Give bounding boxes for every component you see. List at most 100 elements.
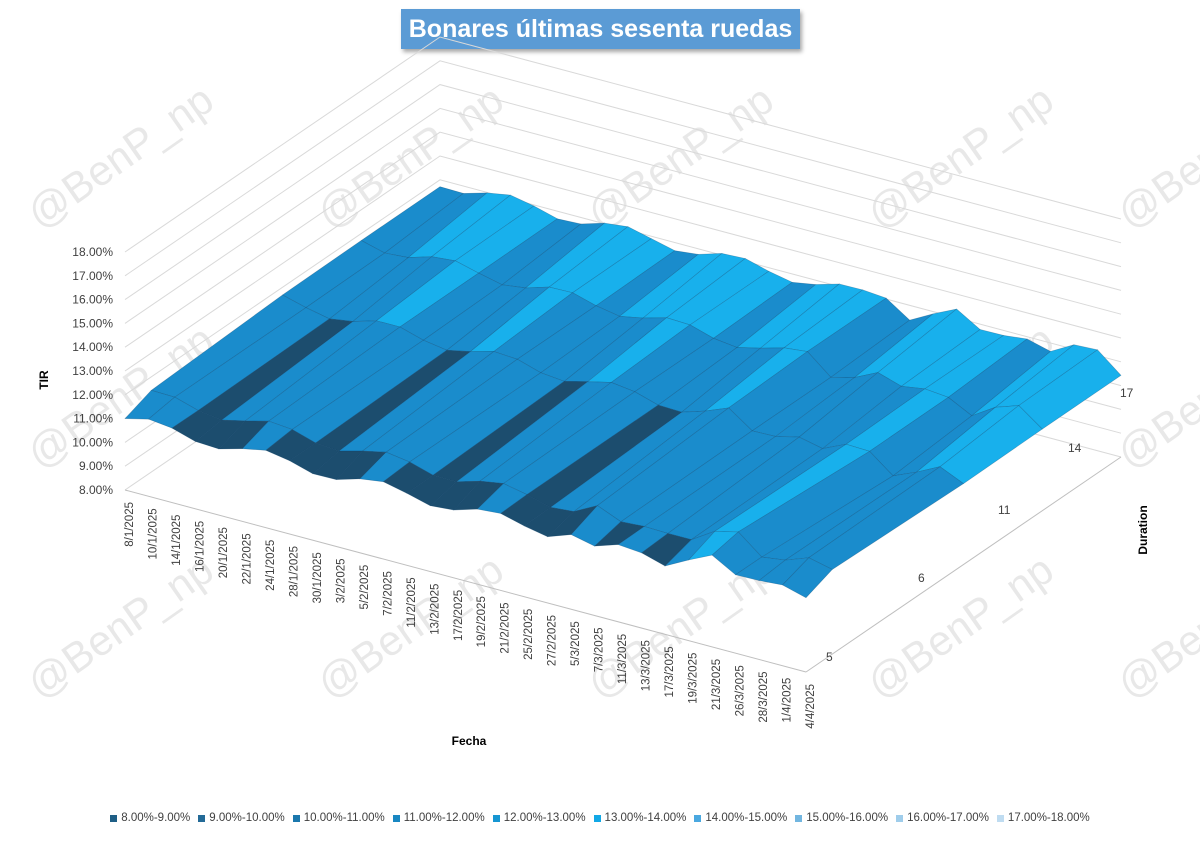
legend-label: 8.00%-9.00%: [121, 812, 191, 824]
x-tick-label: 28/3/2025: [758, 671, 770, 722]
gridline: [124, 107, 1122, 324]
y-tick-label: 17: [1120, 386, 1134, 400]
watermark-text: @BenP_np: [578, 75, 781, 237]
x-tick-label: 19/2/2025: [476, 596, 488, 647]
legend-label: 16.00%-17.00%: [907, 812, 989, 824]
chart-title-box: Bonares últimas sesenta ruedas: [401, 9, 800, 49]
legend-item: 8.00%-9.00%: [110, 812, 190, 824]
legend-label: 13.00%-14.00%: [604, 812, 687, 824]
z-tick-label: 13.00%: [72, 364, 113, 378]
watermark-text: @BenP_np: [18, 545, 221, 707]
legend-label: 11.00%-12.00%: [403, 812, 485, 824]
gridline: [124, 36, 1122, 253]
x-tick-label: 28/1/2025: [288, 546, 300, 597]
legend-swatch: [492, 814, 500, 822]
x-tick-label: 30/1/2025: [312, 552, 324, 603]
legend-swatch: [996, 814, 1004, 822]
x-tick-label: 17/2/2025: [453, 590, 465, 641]
legend-label: 14.00%-15.00%: [705, 812, 788, 824]
surface-plot: [124, 186, 1122, 599]
x-tick-label: 8/1/2025: [124, 502, 136, 547]
x-tick-label: 4/4/2025: [805, 684, 817, 729]
legend-label: 10.00%-11.00%: [303, 812, 385, 824]
x-tick-label: 5/2/2025: [359, 565, 371, 610]
chart-title: Bonares últimas sesenta ruedas: [408, 14, 793, 43]
legend-label: 17.00%-18.00%: [1007, 812, 1090, 824]
legend-swatch: [198, 814, 206, 822]
z-tick-label: 17.00%: [72, 269, 113, 283]
x-tick-label: 10/1/2025: [147, 508, 159, 559]
x-tick-label: 27/2/2025: [547, 615, 559, 666]
legend-swatch: [795, 814, 803, 822]
z-tick-label: 16.00%: [72, 293, 113, 307]
z-tick-label: 14.00%: [72, 340, 113, 354]
watermark-text: @BenP_np: [858, 75, 1061, 237]
x-tick-label: 11/2/2025: [406, 577, 418, 627]
legend-swatch: [110, 814, 118, 822]
watermark-text: @BenP_np: [1108, 75, 1200, 237]
x-tick-label: 21/2/2025: [500, 602, 512, 653]
legend-swatch: [593, 814, 601, 822]
surface-patch: [782, 557, 833, 599]
z-tick-label: 8.00%: [79, 483, 113, 497]
watermark-text: @BenP_np: [858, 545, 1061, 707]
watermark-text: @BenP_np: [1108, 545, 1200, 707]
z-tick-label: 18.00%: [72, 245, 113, 259]
legend-swatch: [896, 814, 904, 822]
x-tick-label: 1/4/2025: [782, 678, 794, 723]
x-tick-label: 21/3/2025: [711, 659, 723, 710]
x-tick-label: 13/2/2025: [429, 584, 441, 635]
x-tick-label: 20/1/2025: [218, 527, 230, 578]
gridline: [124, 179, 1122, 396]
x-tick-label: 26/3/2025: [735, 665, 747, 716]
x-tick-label: 5/3/2025: [570, 621, 582, 666]
legend-item: 10.00%-11.00%: [292, 812, 385, 824]
x-axis-line: [124, 489, 807, 673]
x-tick-label: 19/3/2025: [688, 653, 700, 704]
x-tick-label: 24/1/2025: [265, 540, 277, 591]
z-tick-label: 15.00%: [72, 316, 113, 330]
axes: 8.00% 9.00% 10.00% 11.00% 12.00% 13.00% 14.00%…: [37, 245, 1150, 748]
y-tick-label: 5: [826, 650, 833, 664]
x-tick-label: 13/3/2025: [641, 640, 653, 691]
legend-swatch: [392, 814, 400, 822]
x-tick-label: 3/2/2025: [335, 558, 347, 603]
x-tick-label: 7/3/2025: [594, 628, 606, 673]
legend-label: 9.00%-10.00%: [209, 812, 285, 824]
legend-item: 11.00%-12.00%: [392, 812, 485, 824]
legend-item: 14.00%-15.00%: [694, 812, 787, 824]
legend-swatch: [694, 814, 702, 822]
x-tick-label: 7/2/2025: [382, 571, 394, 616]
gridline: [124, 84, 1122, 301]
y-tick-label: 11: [998, 503, 1011, 517]
y-axis-title: Duration: [1136, 505, 1150, 554]
z-tick-label: 12.00%: [72, 388, 113, 402]
z-tick-label: 9.00%: [79, 459, 113, 473]
y-tick-label: 14: [1068, 441, 1082, 455]
x-tick-label: 11/3/2025: [617, 634, 629, 684]
legend-swatch: [292, 814, 300, 822]
x-tick-label: 17/3/2025: [664, 646, 676, 697]
x-tick-label: 16/1/2025: [194, 521, 206, 572]
z-axis-title: TIR: [37, 370, 51, 390]
gridline: [124, 60, 1122, 277]
legend-item: 9.00%-10.00%: [198, 812, 285, 824]
legend-item: 17.00%-18.00%: [996, 812, 1090, 824]
x-tick-label: 22/1/2025: [241, 533, 253, 584]
legend-label: 15.00%-16.00%: [806, 812, 889, 824]
legend-label: 12.00%-13.00%: [503, 812, 586, 824]
z-tick-label: 11.00%: [73, 412, 113, 426]
y-axis-line: [805, 456, 1122, 673]
legend-item: 16.00%-17.00%: [896, 812, 989, 824]
gridline: [124, 155, 1122, 372]
x-axis-title: Fecha: [452, 734, 487, 748]
watermark-text: @BenP_np: [18, 75, 221, 237]
x-tick-label: 14/1/2025: [171, 515, 183, 566]
legend-item: 13.00%-14.00%: [593, 812, 687, 824]
x-tick-label: 25/2/2025: [523, 609, 535, 660]
z-tick-label: 10.00%: [72, 435, 113, 449]
legend-item: 12.00%-13.00%: [492, 812, 586, 824]
legend: 8.00%-9.00% 9.00%-10.00% 10.00%-11.00% 11.0…: [0, 812, 1200, 824]
legend-item: 15.00%-16.00%: [795, 812, 888, 824]
